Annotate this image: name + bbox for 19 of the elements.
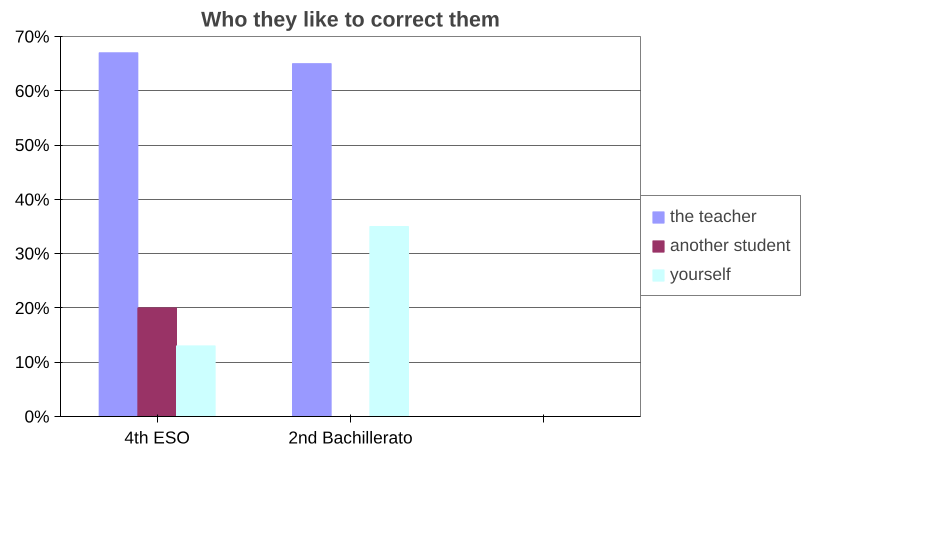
legend-label: another student <box>670 235 790 256</box>
y-tick-label: 30% <box>14 244 50 264</box>
bar <box>292 63 332 416</box>
bar <box>98 52 138 416</box>
legend-label: the teacher <box>670 206 757 227</box>
y-tick-label: 40% <box>14 189 50 210</box>
x-tick-label: 2nd Bachillerato <box>288 428 413 448</box>
bar <box>137 307 177 416</box>
y-tick-label: 50% <box>14 135 50 156</box>
y-tick-label: 0% <box>24 406 50 426</box>
legend-label: yourself <box>670 264 731 285</box>
y-tick-label: 60% <box>14 80 50 101</box>
y-tick-label: 20% <box>14 298 50 318</box>
chart-title: Who they like to correct them <box>201 8 500 32</box>
bar <box>176 345 216 416</box>
bar <box>369 226 409 416</box>
y-tick-label: 70% <box>14 26 50 46</box>
y-tick-label: 10% <box>14 352 50 372</box>
x-tick-label: 4th ESO <box>124 428 190 448</box>
